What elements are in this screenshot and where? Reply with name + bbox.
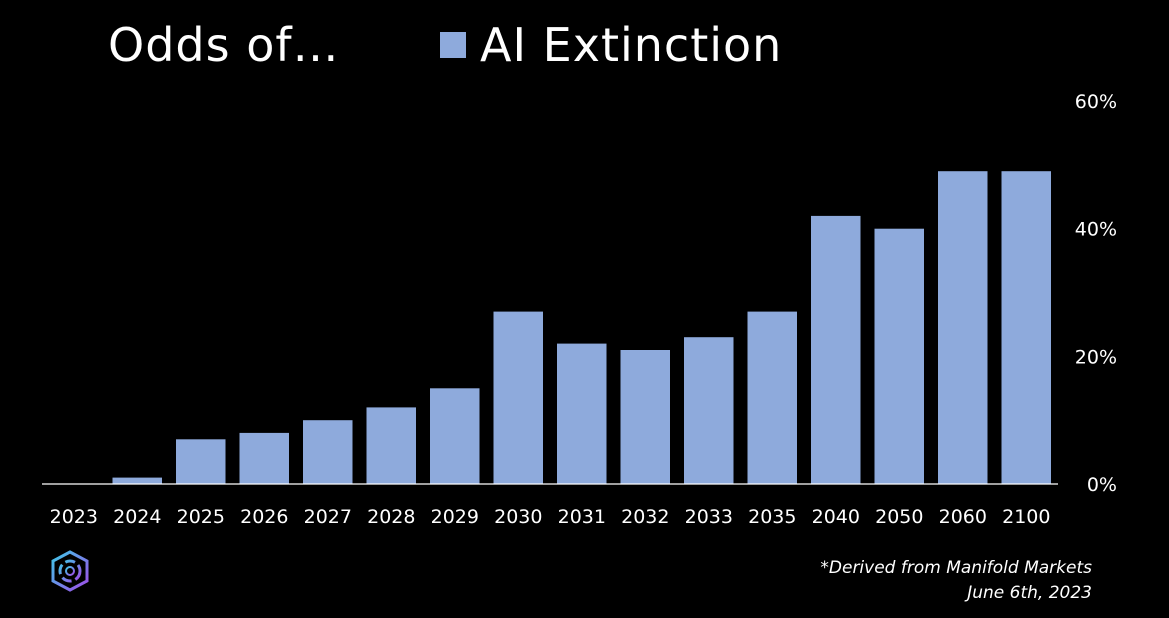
x-axis-labels: 2023 2024 2025 2026 2027 2028 2029 2030 2031 2032… (50, 506, 1051, 528)
bar-2050 (874, 228, 924, 484)
bar-2025 (176, 439, 226, 484)
footnote-line-1: *Derived from Manifold Markets (820, 558, 1092, 578)
y-tick-label: 40% (1075, 219, 1117, 241)
y-tick-label: 60% (1075, 91, 1117, 113)
x-tick-label: 2027 (304, 506, 352, 528)
bar-2027 (303, 420, 353, 484)
x-tick-label: 2031 (558, 506, 606, 528)
legend: AI Extinction (440, 18, 782, 72)
bar-2030 (493, 311, 543, 484)
y-axis-labels: 0% 20% 40% 60% (1075, 91, 1117, 496)
bar-2028 (366, 407, 416, 484)
x-tick-label: 2025 (177, 506, 225, 528)
x-tick-label: 2029 (431, 506, 479, 528)
chart-title: Odds of… (108, 18, 340, 72)
bar-2033 (684, 337, 734, 484)
bar-2031 (557, 343, 607, 484)
hexagon-swirl-logo-icon (51, 550, 89, 592)
bar-2100 (1001, 171, 1051, 484)
x-tick-label: 2035 (748, 506, 796, 528)
bar-2060 (938, 171, 988, 484)
x-tick-label: 2030 (494, 506, 542, 528)
y-tick-label: 20% (1075, 346, 1117, 368)
x-tick-label: 2033 (685, 506, 733, 528)
x-tick-label: 2026 (240, 506, 288, 528)
x-tick-label: 2100 (1002, 506, 1050, 528)
x-tick-label: 2040 (812, 506, 860, 528)
legend-swatch (440, 32, 466, 58)
x-tick-label: 2024 (113, 506, 161, 528)
y-tick-label: 0% (1087, 474, 1117, 496)
bar-2026 (239, 432, 289, 484)
x-tick-label: 2023 (50, 506, 98, 528)
x-tick-label: 2028 (367, 506, 415, 528)
bar-2040 (811, 215, 861, 484)
bars-group (112, 171, 1051, 485)
footnote-line-2: June 6th, 2023 (967, 583, 1092, 603)
legend-label: AI Extinction (480, 18, 783, 72)
bar-2035 (747, 311, 797, 484)
x-tick-label: 2050 (875, 506, 923, 528)
bar-2029 (430, 388, 480, 485)
bar-2024 (112, 477, 162, 484)
x-tick-label: 2060 (939, 506, 987, 528)
x-tick-label: 2032 (621, 506, 669, 528)
source-footnote: *Derived from Manifold Markets June 6th,… (820, 556, 1092, 606)
bar-2032 (620, 350, 670, 484)
